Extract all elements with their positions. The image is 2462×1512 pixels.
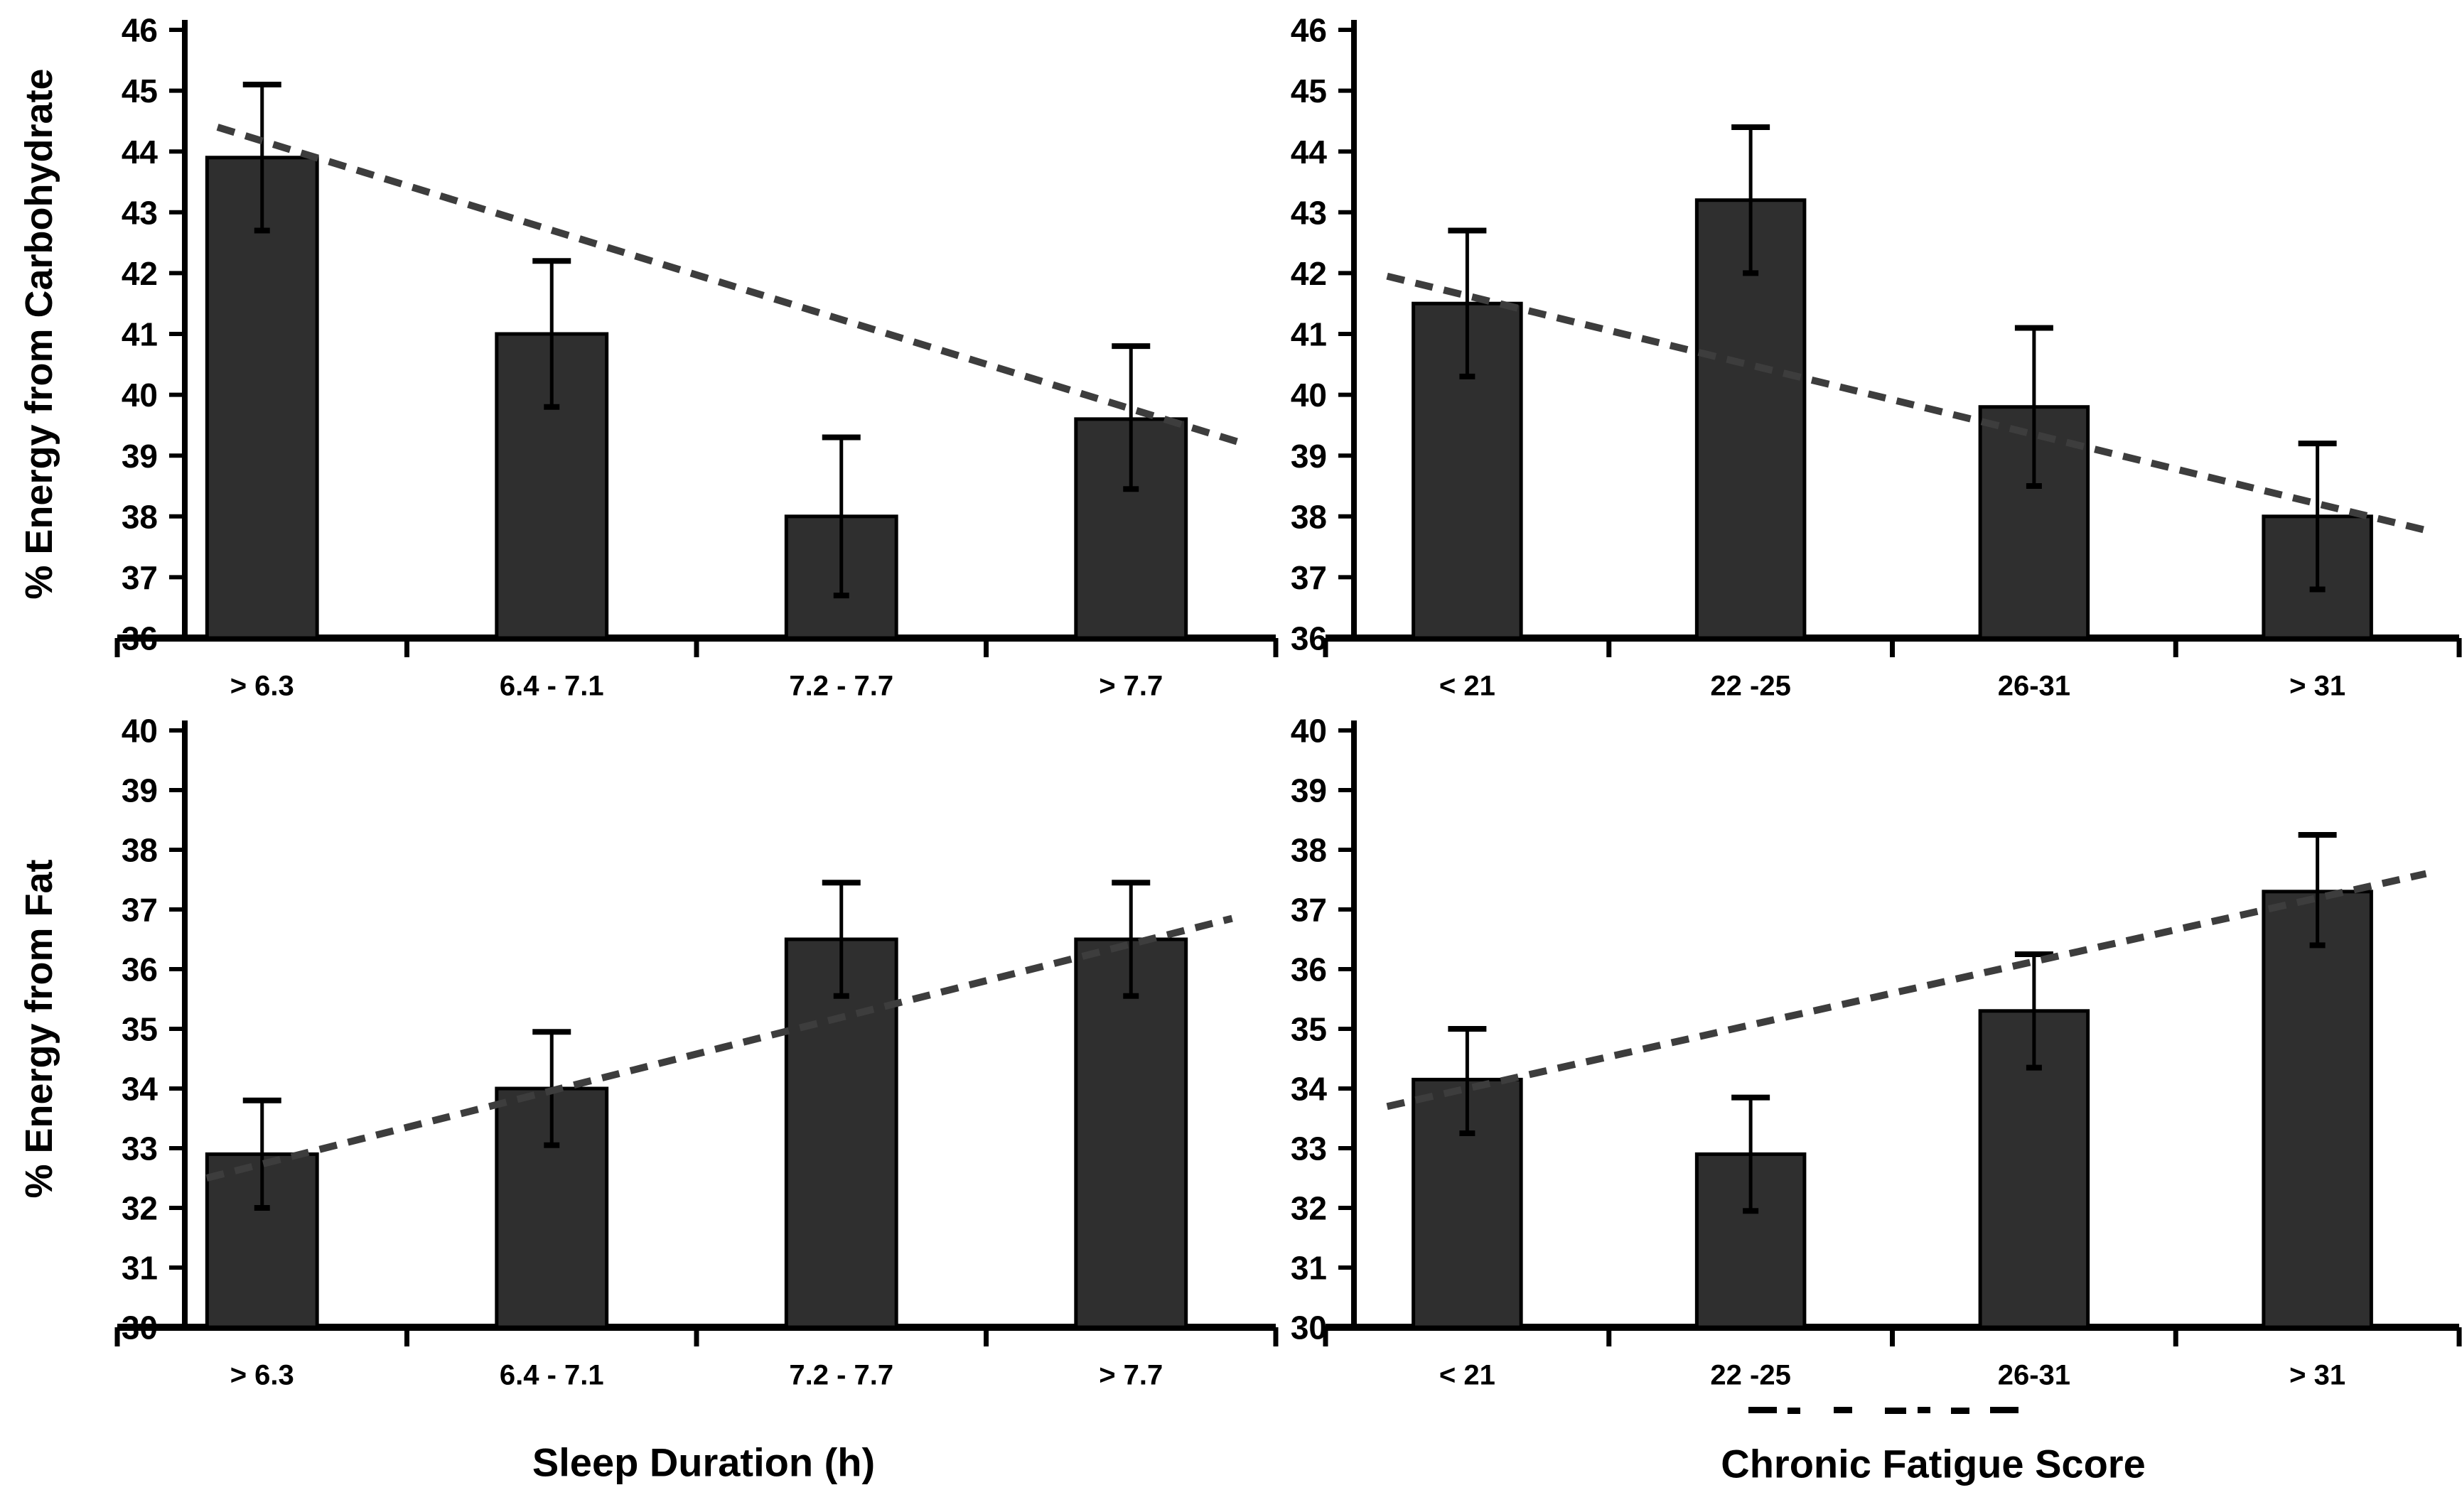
- bar: [784, 937, 898, 1329]
- y-tick-label: 37: [1291, 892, 1327, 929]
- y-tick-label: 34: [122, 1071, 158, 1108]
- y-tick-label: 43: [1291, 194, 1327, 231]
- y-axis-title-carbohydrate: % Energy from Carbohydrate: [18, 68, 60, 600]
- y-tick-label: 31: [122, 1250, 158, 1287]
- x-category-label: 6.4 - 7.1: [500, 1359, 604, 1390]
- x-category-label: > 6.3: [230, 670, 294, 701]
- x-category-label: < 21: [1439, 1359, 1495, 1390]
- x-category-label: 22 -25: [1710, 670, 1790, 701]
- cropped-label-fragment: [1885, 1408, 1906, 1414]
- y-tick-label: 46: [122, 12, 158, 49]
- y-tick-label: 33: [1291, 1130, 1327, 1167]
- x-category-label: 26-31: [1998, 670, 2070, 701]
- y-tick-label: 45: [122, 72, 158, 109]
- y-tick-label: 39: [122, 772, 158, 809]
- x-category-label: 6.4 - 7.1: [500, 670, 604, 701]
- cropped-label-fragment: [1990, 1407, 2018, 1413]
- y-tick-label: 44: [1291, 134, 1328, 171]
- y-tick-label: 35: [122, 1011, 158, 1048]
- y-tick-label: 40: [122, 713, 158, 750]
- y-tick-label: 44: [122, 134, 158, 171]
- y-tick-label: 32: [1291, 1190, 1327, 1227]
- x-axis-title-sleep-duration: Sleep Duration (h): [532, 1440, 876, 1485]
- y-tick-label: 40: [122, 377, 158, 414]
- y-tick-label: 30: [1291, 1310, 1327, 1346]
- y-tick-label: 35: [1291, 1011, 1327, 1048]
- y-tick-label: 46: [1291, 12, 1327, 49]
- trend-line: [216, 124, 1245, 447]
- x-category-label: 22 -25: [1710, 1359, 1790, 1390]
- y-tick-label: 41: [1291, 316, 1327, 353]
- y-tick-label: 39: [1291, 438, 1327, 475]
- trend-line: [1386, 870, 2427, 1111]
- y-tick-label: 33: [122, 1130, 158, 1167]
- panel-carb-vs-fatigue: 36 37 38 39 40 41 42 43 44 45 46 < 21 22 -25 26-31 > 3…: [1291, 12, 2462, 701]
- y-tick-label: 36: [1291, 620, 1327, 657]
- x-axis-title-chronic-fatigue: Chronic Fatigue Score: [1721, 1441, 2146, 1486]
- bar: [1074, 937, 1188, 1329]
- cropped-label-fragment: [1788, 1408, 1800, 1414]
- y-tick-label: 42: [122, 255, 158, 292]
- y-tick-label: 36: [122, 951, 158, 988]
- x-category-label: 26-31: [1998, 1359, 2070, 1390]
- bar: [1978, 1009, 2090, 1329]
- y-axis-title-fat: % Energy from Fat: [18, 859, 60, 1199]
- y-tick-label: 36: [1291, 951, 1327, 988]
- x-category-label: > 7.7: [1099, 670, 1163, 701]
- y-tick-label: 43: [122, 194, 158, 231]
- bar: [2262, 890, 2373, 1329]
- cropped-label-fragment: [1951, 1408, 1969, 1414]
- y-tick-label: 38: [1291, 498, 1327, 535]
- x-category-label: > 31: [2289, 670, 2345, 701]
- y-tick-label: 37: [122, 892, 158, 929]
- x-category-label: > 31: [2289, 1359, 2345, 1390]
- x-category-label: > 6.3: [230, 1359, 294, 1390]
- y-tick-label: 38: [122, 832, 158, 869]
- cropped-label-fragment: [1834, 1407, 1852, 1413]
- y-tick-label: 38: [122, 498, 158, 535]
- cropped-label-fragment: [1748, 1407, 1777, 1413]
- x-category-label: < 21: [1439, 670, 1495, 701]
- x-category-label: 7.2 - 7.7: [789, 1359, 893, 1390]
- y-tick-label: 38: [1291, 832, 1327, 869]
- y-tick-label: 45: [1291, 72, 1327, 109]
- y-tick-label: 41: [122, 316, 158, 353]
- y-tick-label: 39: [122, 438, 158, 475]
- y-tick-label: 37: [122, 559, 158, 596]
- y-tick-label: 40: [1291, 377, 1327, 414]
- y-tick-label: 42: [1291, 255, 1327, 292]
- x-category-label: > 7.7: [1099, 1359, 1163, 1390]
- y-tick-label: 32: [122, 1190, 158, 1227]
- trend-line: [205, 914, 1233, 1182]
- y-tick-label: 40: [1291, 713, 1327, 750]
- y-tick-label: 37: [1291, 559, 1327, 596]
- trend-line: [1386, 272, 2433, 536]
- y-tick-label: 34: [1291, 1071, 1328, 1108]
- y-tick-label: 39: [1291, 772, 1327, 809]
- cropped-label-fragment: [1918, 1407, 1930, 1413]
- y-tick-label: 31: [1291, 1250, 1327, 1287]
- panel-fat-vs-fatigue: 30 31 32 33 34 35 36 37 38 39 40 < 21 22 -25 26-31 > 3…: [1291, 713, 2462, 1390]
- x-category-label: 7.2 - 7.7: [789, 670, 893, 701]
